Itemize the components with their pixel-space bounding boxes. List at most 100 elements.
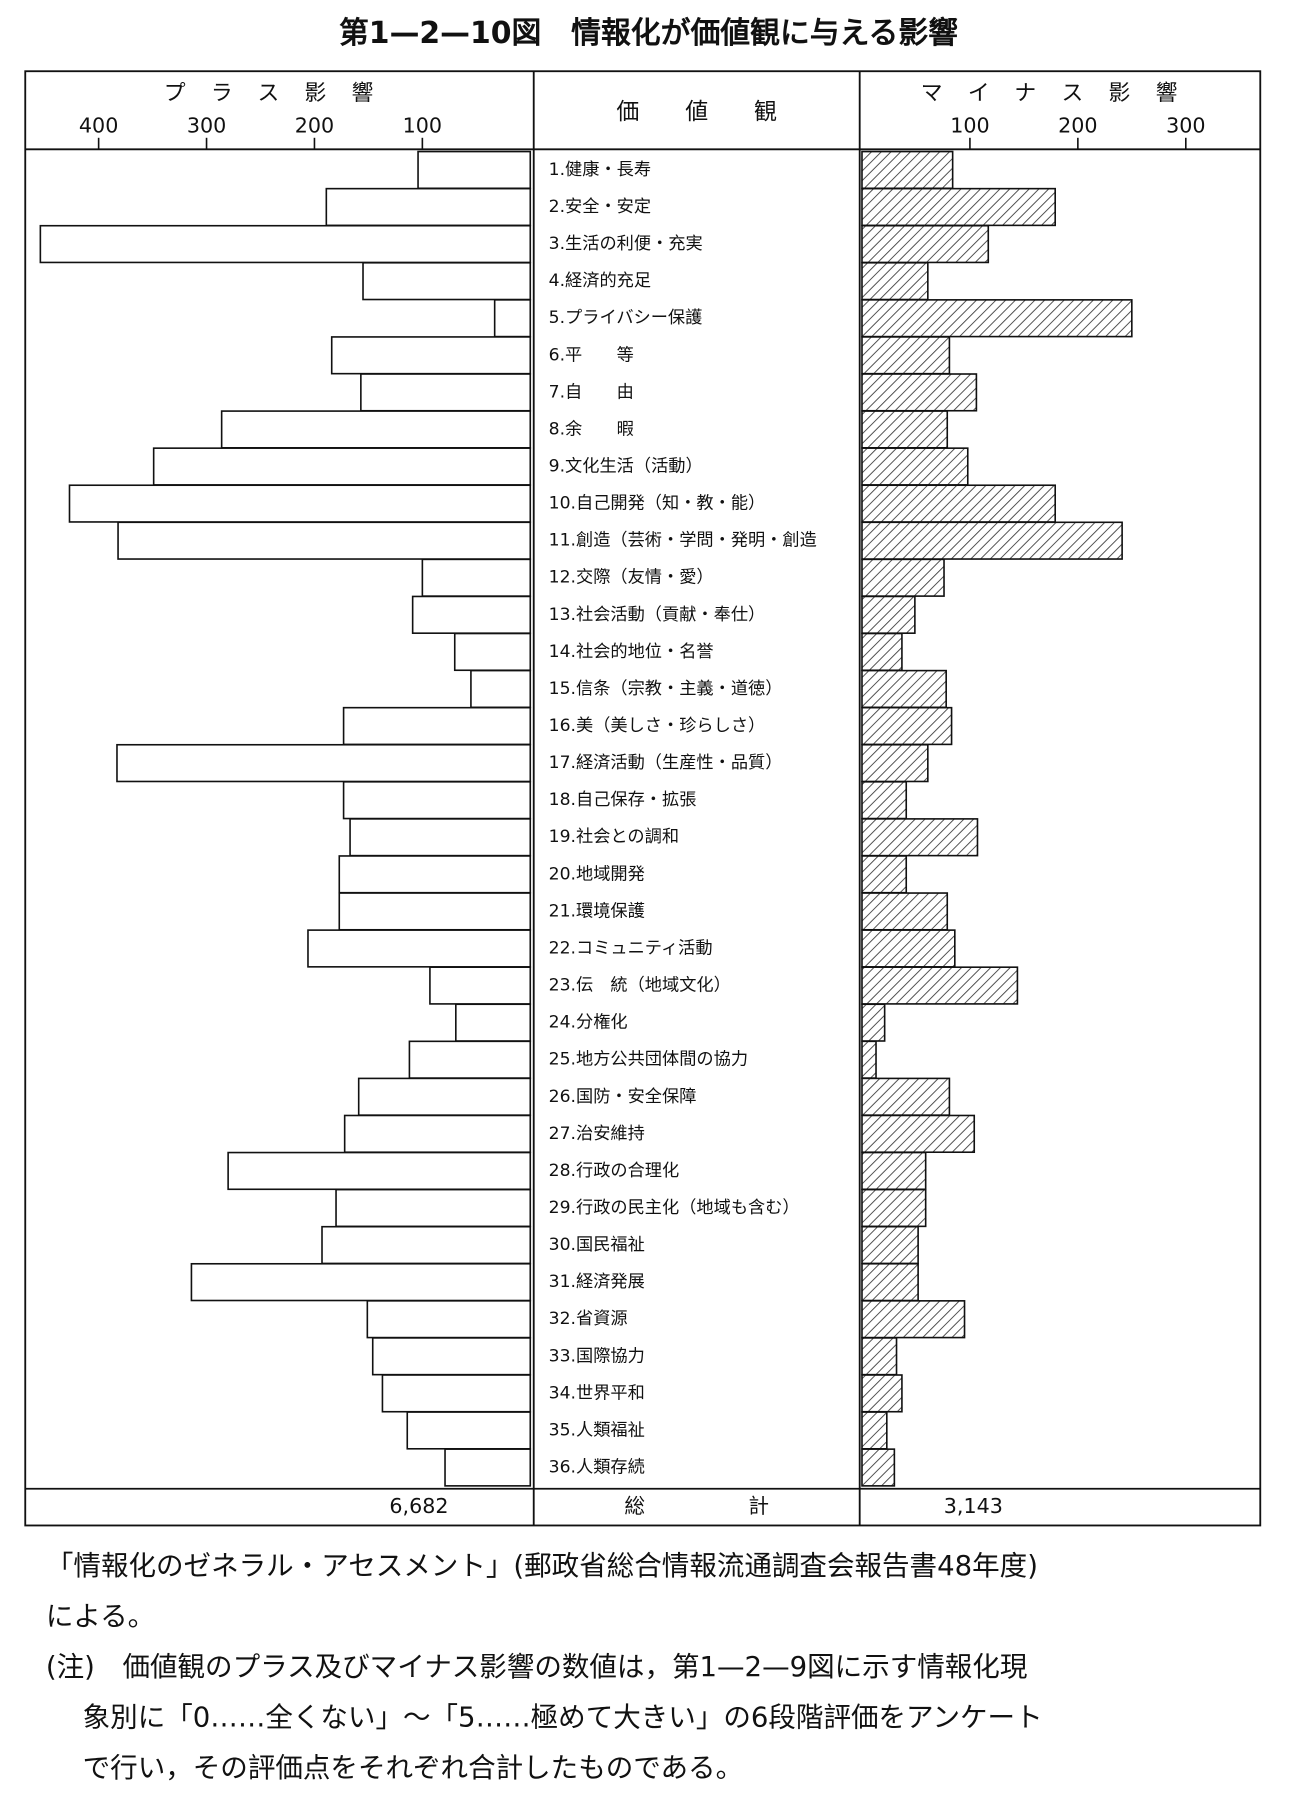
bar [861,1114,976,1154]
category-label: 30.国民福祉 [549,1235,645,1255]
bar [227,1151,532,1191]
x-tick-label: 400 [79,113,118,137]
category-label: 35.人類福祉 [549,1420,645,1440]
total-value: 3,143 [944,1494,1003,1518]
category-label: 34.世界平和 [549,1383,645,1403]
bar [861,1337,898,1376]
bar [342,781,532,820]
category-label: 18.自己保存・拡張 [549,790,697,810]
category-label: 36.人類存続 [549,1458,645,1478]
category-label: 5.プライバシー保護 [549,308,703,328]
bar [470,669,532,709]
note-line: 「情報化のゼネラル・アセスメント」(郵政省総合情報流通調査会報告書48年度) [46,1550,1038,1582]
bar [39,224,532,264]
category-label: 20.地域開発 [549,864,645,884]
bar [152,447,532,486]
series-name: マイナス影響 [921,81,1203,106]
series-name: プラス影響 [164,81,399,106]
bar [861,1077,951,1116]
chart-title: 第1—2—10図 情報化が価値観に与える影響 [339,16,958,51]
bar [861,521,1123,560]
bar [307,929,532,968]
bar [366,1300,532,1339]
bar [371,1337,532,1376]
category-label: 21.環境保護 [549,901,645,921]
bar [861,781,908,820]
bar [861,1003,886,1042]
bar [342,706,532,746]
bar [68,484,532,523]
bar [861,929,956,968]
bar [861,669,947,709]
bar [455,1003,532,1042]
category-label: 6.平 等 [549,345,634,365]
bar [861,1225,919,1265]
bar [349,818,532,857]
bar [861,632,903,672]
category-label: 1.健康・長寿 [549,160,651,180]
bar [861,484,1056,523]
bar [861,818,979,857]
category-label: 25.地方公共団体間の協力 [549,1050,748,1070]
category-label: 9.文化生活（活動） [549,457,703,477]
bar [861,855,908,894]
category-label: 8.余 暇 [549,419,634,439]
bar [408,1040,532,1079]
category-label: 26.国防・安全保障 [549,1087,697,1107]
category-label: 13.社会活動（貢献・奉仕） [549,605,766,625]
bar [861,1151,927,1191]
category-label: 3.生活の利便・充実 [549,234,703,254]
note-line: 象別に「0……全くない」～「5……極めて大きい」の6段階評価をアンケート [83,1701,1043,1733]
bar [861,558,945,597]
bar [861,966,1019,1005]
category-label: 17.経済活動（生産性・品質） [549,753,783,773]
bar [338,855,532,894]
category-label: 29.行政の民主化（地域も含む） [549,1198,800,1218]
bar [861,261,929,301]
total-value: 6,682 [389,1494,448,1518]
bar [338,892,532,931]
bar [861,892,949,931]
category-label: 23.伝 統（地域文化） [549,976,731,996]
total-label: 総 計 [624,1494,769,1518]
bar [417,150,532,190]
bar [861,743,929,783]
category-label: 16.美（美しさ・珍らしさ） [549,716,766,736]
bar [220,410,532,449]
bar [381,1374,532,1413]
bar [861,595,916,634]
note-line: (注) 価値観のプラス及びマイナス影響の数値は，第1—2—9図に示す情報化現 [46,1651,1027,1683]
x-tick-label: 200 [295,113,334,137]
bar [343,1114,532,1154]
category-label: 33.国際協力 [549,1346,645,1366]
bar [357,1077,532,1116]
frame [24,70,1262,1527]
bar [861,1262,919,1302]
category-label: 32.省資源 [549,1309,628,1329]
category-label: 4.経済的充足 [549,271,651,291]
bar [444,1448,532,1487]
bar [861,336,951,375]
category-label: 7.自 由 [549,382,634,402]
category-label: 15.信条（宗教・主義・道徳） [549,679,783,699]
x-tick-label: 200 [1058,113,1097,137]
bar [861,224,990,264]
category-header: 価 値 観 [616,99,777,125]
bar [335,1188,532,1228]
bar [360,373,532,412]
bar [861,1040,877,1079]
category-label: 12.交際（友情・愛） [549,568,714,588]
bar [861,1300,966,1339]
bar [406,1411,532,1450]
bar [453,632,532,672]
bar [429,966,532,1005]
bar [861,706,953,746]
category-label: 27.治安維持 [549,1124,645,1144]
note-line: による。 [46,1600,155,1632]
category-label: 24.分権化 [549,1013,628,1033]
category-label: 22.コミュニティ活動 [549,938,713,958]
bar [861,1448,896,1487]
bar [116,743,532,783]
